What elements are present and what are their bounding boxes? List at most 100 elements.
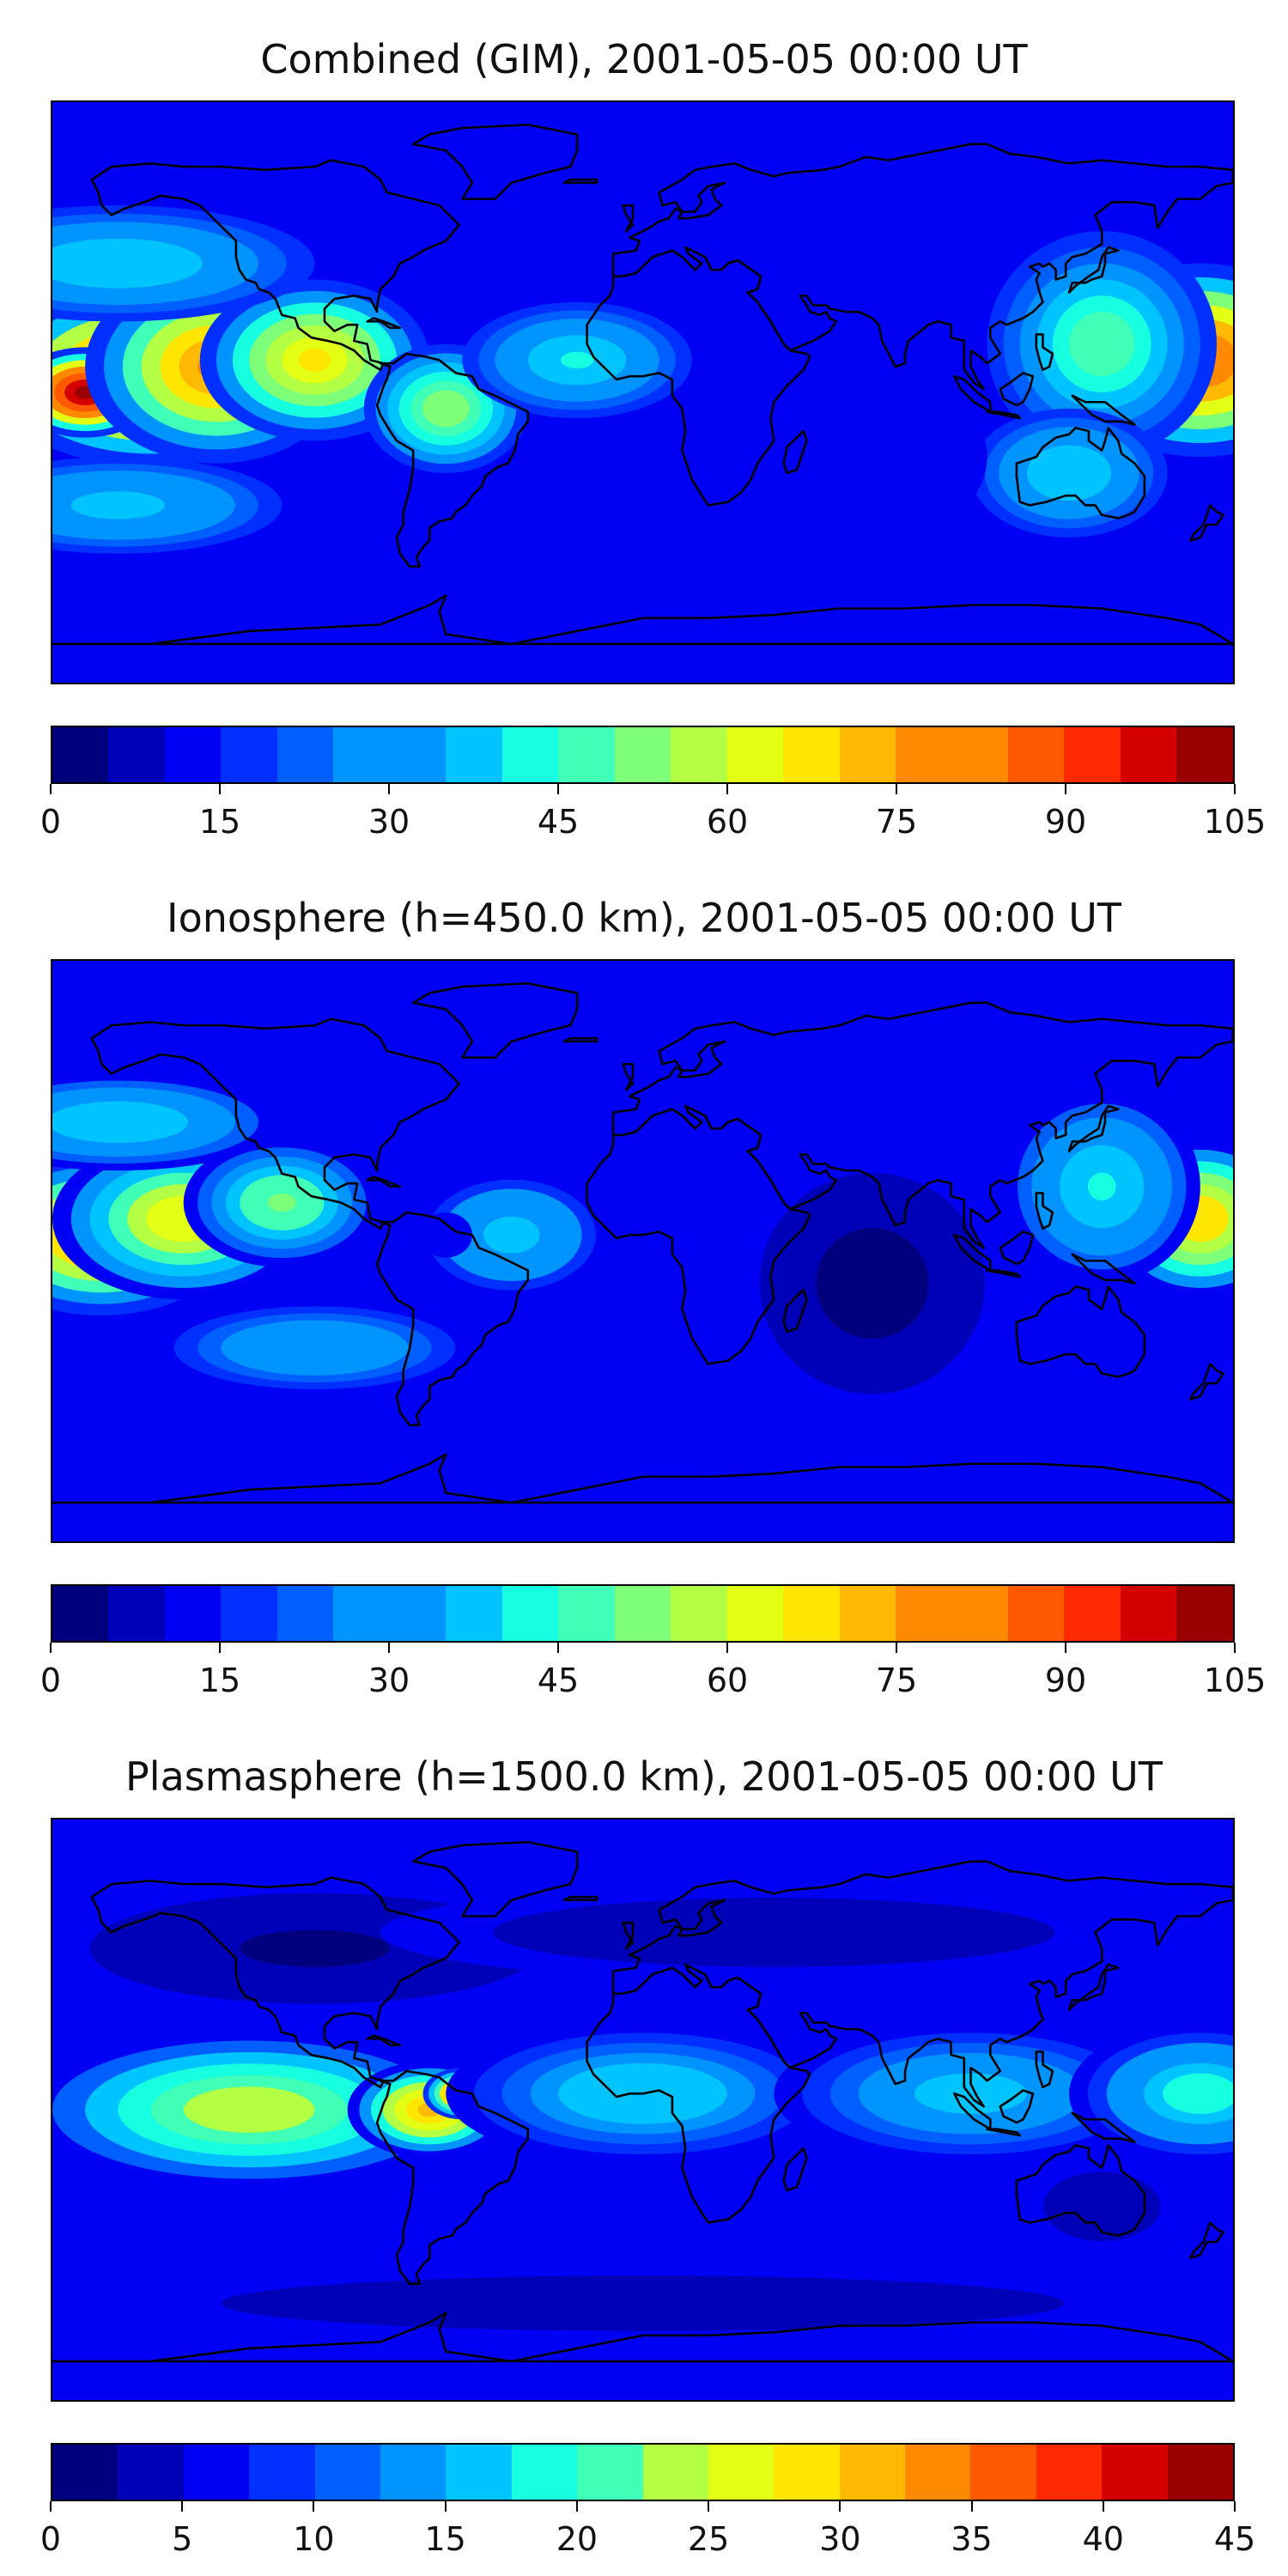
colorbar-segment bbox=[221, 727, 277, 782]
coastline bbox=[1015, 427, 1146, 519]
colorbar-segment bbox=[380, 2445, 447, 2500]
coastline bbox=[999, 2089, 1035, 2124]
colorbar-tick-label: 45 bbox=[537, 1662, 580, 1699]
coastline bbox=[953, 1233, 992, 1272]
colorbar-tick-label: 15 bbox=[198, 1662, 241, 1699]
colorbar-tick-label: 5 bbox=[172, 2520, 193, 2558]
colorbar-segment bbox=[1007, 1586, 1065, 1641]
tec-contour bbox=[558, 2297, 727, 2309]
colorbar-tick-label: 30 bbox=[368, 803, 410, 841]
colorbar-segment bbox=[501, 727, 559, 782]
coastline bbox=[375, 1211, 530, 1427]
coastline bbox=[562, 1036, 598, 1043]
coastline bbox=[1035, 2050, 1054, 2089]
tec-blob bbox=[1003, 1090, 1200, 1284]
tec-blob bbox=[741, 1154, 1004, 1413]
colorbar-tick-label: 30 bbox=[819, 2520, 861, 2558]
colorbar-tick bbox=[1102, 2501, 1104, 2512]
colorbar-tick bbox=[896, 1643, 897, 1653]
colorbar-tick-label: 105 bbox=[1203, 1662, 1267, 1699]
colorbar-segment bbox=[1102, 2445, 1168, 2500]
colorbar-segment bbox=[558, 727, 615, 782]
tec-map bbox=[51, 1818, 1235, 2402]
colorbar-segment bbox=[314, 2445, 380, 2500]
coastline bbox=[1067, 246, 1120, 294]
coastline bbox=[52, 2312, 1233, 2363]
colorbar-segment bbox=[671, 727, 727, 782]
tec-contour bbox=[1090, 2199, 1114, 2214]
coastline bbox=[562, 178, 598, 185]
colorbar-tick-label: 15 bbox=[424, 2520, 466, 2558]
colorbar-tick-label: 60 bbox=[706, 803, 749, 841]
tec-blob bbox=[52, 2029, 479, 2190]
colorbar-tick bbox=[50, 1643, 52, 1653]
coastline bbox=[986, 2128, 1022, 2137]
tec-contour bbox=[434, 399, 459, 418]
tec-map-svg bbox=[52, 102, 1233, 683]
coastline bbox=[611, 143, 1233, 391]
tec-blob bbox=[52, 205, 315, 322]
colorbar-tick bbox=[575, 2501, 578, 2512]
colorbar-segment bbox=[333, 727, 390, 782]
coastline bbox=[986, 1269, 1022, 1279]
coastline bbox=[411, 123, 579, 200]
colorbar-tick bbox=[388, 784, 390, 794]
colorbar-tick-label: 30 bbox=[368, 1662, 410, 1699]
colorbar-tick bbox=[50, 2501, 52, 2512]
colorbar-segment bbox=[951, 1586, 1008, 1641]
colorbar-segment bbox=[614, 727, 671, 782]
colorbar-tick bbox=[1065, 784, 1066, 794]
colorbar-segment bbox=[558, 1586, 615, 1641]
colorbar-tick bbox=[50, 784, 52, 794]
colorbar-segment bbox=[1007, 727, 1065, 782]
tec-contour bbox=[717, 1925, 830, 1940]
tec-blob bbox=[1069, 2022, 1233, 2165]
coastline bbox=[1189, 504, 1224, 543]
colorbar-segment bbox=[333, 1586, 390, 1641]
colorbar-tick bbox=[726, 784, 728, 794]
tec-contour bbox=[853, 1265, 891, 1303]
colorbar-tick bbox=[1065, 1643, 1066, 1653]
panel-plasmasphere: Plasmasphere (h=1500.0 km), 2001-05-05 0… bbox=[0, 1717, 1288, 2576]
coastline bbox=[953, 2092, 992, 2130]
colorbar-tick bbox=[1234, 784, 1236, 794]
colorbar-segment bbox=[164, 727, 222, 782]
colorbar-tick-label: 20 bbox=[556, 2520, 598, 2558]
panel-ionosphere: Ionosphere (h=450.0 km), 2001-05-05 00:0… bbox=[0, 859, 1288, 1717]
coastline bbox=[411, 1840, 579, 1917]
colorbar-tick-label: 90 bbox=[1044, 1662, 1087, 1699]
coastline bbox=[375, 352, 530, 568]
colorbar-tick bbox=[557, 784, 559, 794]
tec-contour bbox=[1085, 327, 1119, 361]
colorbar-segment bbox=[839, 1586, 896, 1641]
colorbar-segment bbox=[774, 2445, 840, 2500]
coastline bbox=[366, 2034, 402, 2047]
coastline bbox=[411, 981, 579, 1059]
colorbar-segment bbox=[1064, 1586, 1121, 1641]
colorbar-ticks: 0 5 10 15 20 25 30 35 40 45 bbox=[40, 2501, 1255, 2561]
coastline bbox=[90, 1876, 460, 2089]
colorbar-tick bbox=[896, 784, 897, 794]
colorbar-segment bbox=[108, 727, 165, 782]
colorbar-tick-label: 15 bbox=[198, 803, 241, 841]
colorbar-segment bbox=[501, 1586, 559, 1641]
colorbar-segment bbox=[783, 727, 840, 782]
colorbar-tick bbox=[313, 2501, 315, 2512]
coastlines bbox=[52, 981, 1233, 1504]
coastline bbox=[366, 317, 402, 330]
colorbar-segment bbox=[108, 1586, 165, 1641]
panel-combined-gim: Combined (GIM), 2001-05-05 00:00 UT 0 15 3… bbox=[0, 0, 1288, 859]
tec-map bbox=[51, 959, 1235, 1543]
coastline bbox=[52, 594, 1233, 646]
colorbar-segment bbox=[839, 2445, 906, 2500]
coastline bbox=[953, 374, 992, 413]
colorbar-segment bbox=[896, 1586, 952, 1641]
coastline bbox=[1035, 1192, 1054, 1230]
tec-blob bbox=[52, 1073, 283, 1171]
colorbar-ticks: 0 15 30 45 60 75 90 105 bbox=[40, 784, 1266, 844]
colorbar-segment bbox=[1176, 727, 1233, 782]
colorbar-tick bbox=[388, 1643, 390, 1653]
colorbar-tick-label: 40 bbox=[1082, 2520, 1124, 2558]
coastline bbox=[1071, 394, 1136, 426]
tec-contour bbox=[818, 443, 861, 471]
